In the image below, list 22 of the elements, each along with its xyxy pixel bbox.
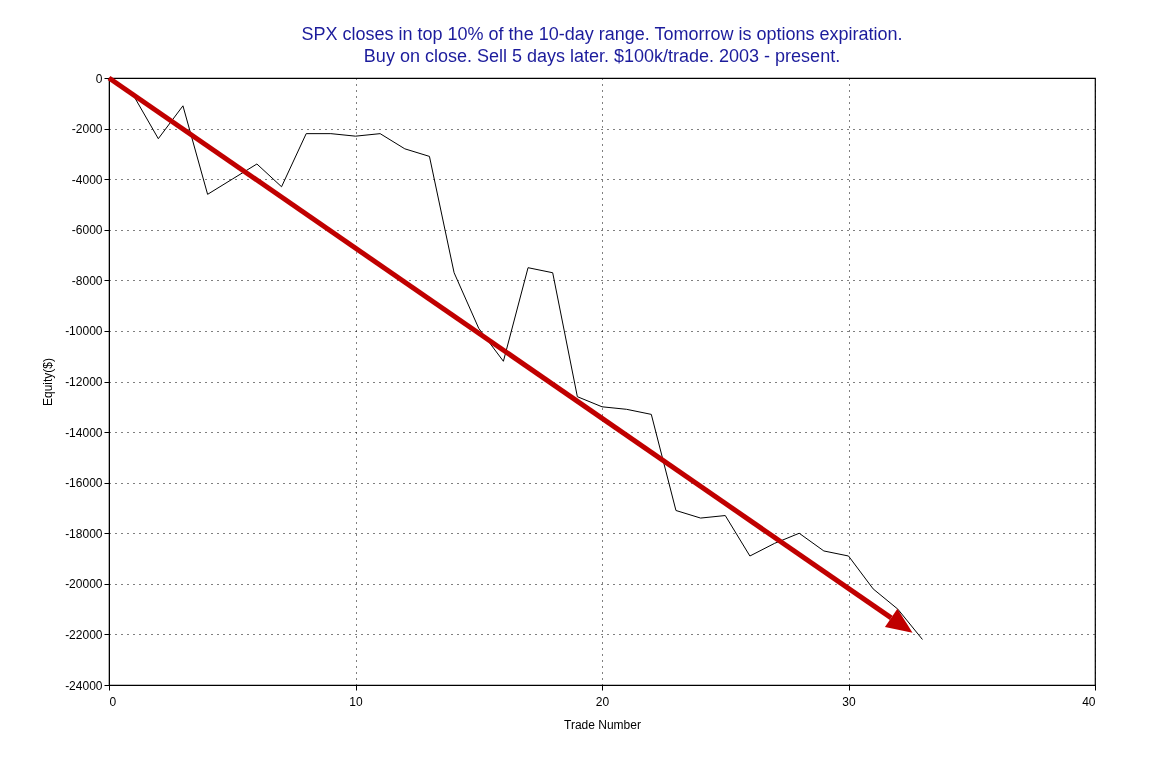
y-tick-label: 0 xyxy=(95,71,103,86)
x-tick-label: 10 xyxy=(349,694,363,709)
x-tick-label: 20 xyxy=(595,694,610,709)
y-tick-label: -24000 xyxy=(65,678,103,693)
x-tick-label: 40 xyxy=(1082,694,1096,709)
y-tick-label: -14000 xyxy=(65,425,103,440)
y-tick-label: -16000 xyxy=(65,476,103,491)
x-axis-title: Trade Number xyxy=(564,717,641,732)
y-tick-label: -18000 xyxy=(65,526,103,541)
y-tick-label: -8000 xyxy=(71,273,103,288)
x-tick-label: 0 xyxy=(109,694,117,709)
chart-subtitle: Buy on close. Sell 5 days later. $100k/trade. 2003 - present. xyxy=(363,46,841,66)
y-axis-title: Equity($) xyxy=(41,357,56,407)
y-tick-label: -2000 xyxy=(71,122,103,137)
x-tick-label: 30 xyxy=(842,694,856,709)
y-tick-label: -6000 xyxy=(71,223,103,238)
y-tick-label: -12000 xyxy=(65,375,103,389)
y-tick-label: -22000 xyxy=(65,627,103,642)
y-tick-label: -10000 xyxy=(65,324,103,339)
y-tick-label: -4000 xyxy=(71,172,103,187)
chart-title: SPX closes in top 10% of the 10-day range. Tomorrow is options expiration. xyxy=(301,24,903,44)
y-tick-label: -20000 xyxy=(65,577,103,592)
